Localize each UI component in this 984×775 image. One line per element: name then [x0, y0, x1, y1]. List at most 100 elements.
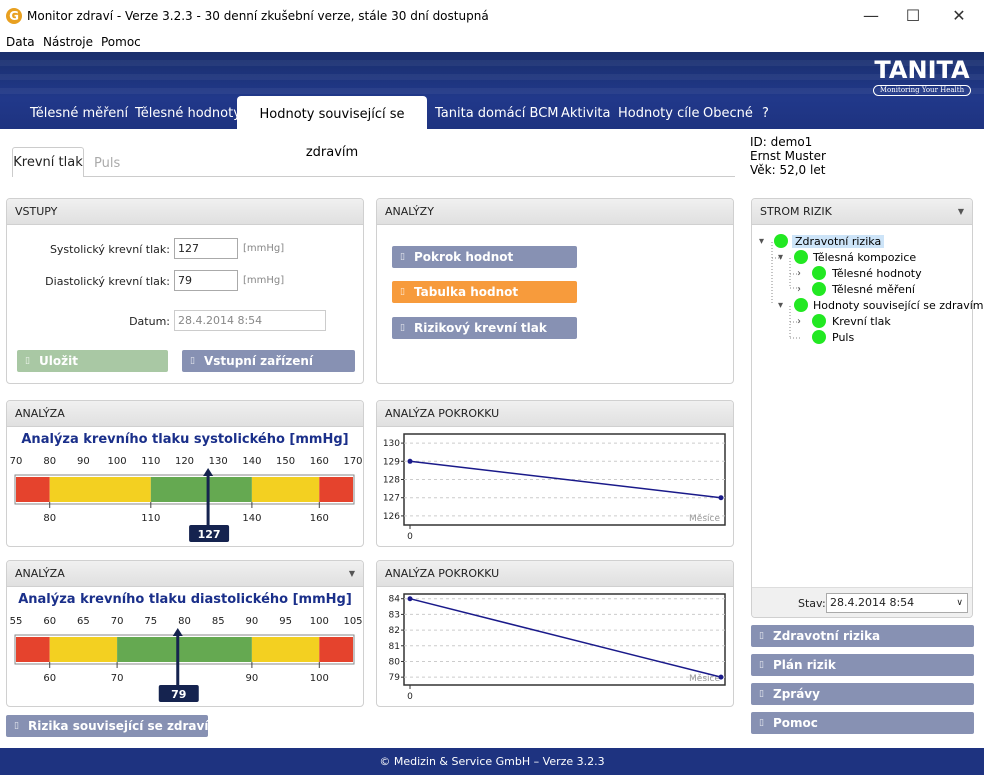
diastolic-top-tick: 90: [246, 616, 259, 627]
diastolic-input[interactable]: 79: [174, 270, 238, 291]
collapse-arrow-icon[interactable]: ▼: [348, 569, 355, 578]
diastolic-green-zone: [117, 637, 252, 662]
tree-collapse-icon[interactable]: ›: [797, 268, 801, 279]
systolic-top-tick: 110: [141, 456, 160, 467]
user-name: Ernst Muster: [750, 149, 826, 163]
inputs-panel-title: VSTUPY: [7, 199, 363, 225]
tree-collapse-icon[interactable]: ›: [797, 284, 801, 295]
tree-node-blood-pressure[interactable]: Krevní tlak: [832, 315, 891, 328]
systolic-top-tick: 170: [343, 456, 362, 467]
tab-health-values[interactable]: Hodnoty související se zdravím: [237, 96, 427, 160]
risks-icon: ▯: [14, 721, 19, 731]
systolic-gauge-title: Analýza krevního tlaku systolického [mmH…: [21, 432, 349, 447]
side-health-risks-button[interactable]: ▯ Zdravotní rizika: [751, 625, 974, 647]
menu-data[interactable]: Data: [6, 35, 35, 49]
diastolic-progress-y-tick: 82: [389, 626, 400, 636]
systolic-top-tick: 130: [209, 456, 228, 467]
systolic-analysis-title: ANALÝZA: [7, 401, 363, 427]
menu-tools[interactable]: Nástroje: [43, 35, 94, 49]
risk-plan-button[interactable]: ▯ Plán rizik: [751, 654, 974, 676]
tree-node-pulse[interactable]: Puls: [832, 331, 855, 344]
diastolic-bottom-tick: 90: [246, 673, 259, 684]
tree-node-body-composition[interactable]: Tělesná kompozice: [813, 251, 917, 264]
diastolic-yellow-zone: [49, 637, 118, 662]
diastolic-progress-y-tick: 83: [389, 610, 400, 620]
systolic-progress-data-point: [718, 495, 724, 501]
tab-home-bcm[interactable]: Tanita domácí BCM: [435, 106, 559, 121]
diastolic-progress-x-unit: Měsíce: [689, 674, 720, 684]
subtab-pulse[interactable]: Puls: [94, 156, 121, 171]
health-risks-button[interactable]: ▯ Rizika související se zdravím: [6, 715, 221, 737]
diastolic-analysis-title: ANALÝZA ▼: [7, 561, 363, 587]
tab-help[interactable]: ?: [762, 106, 769, 121]
tanita-tagline: Monitoring Your Health: [873, 85, 971, 96]
risk-status-icon: [812, 314, 826, 328]
plan-icon: ▯: [759, 660, 764, 670]
diastolic-yellow-zone: [251, 637, 320, 662]
systolic-top-tick: 100: [108, 456, 127, 467]
tab-body-values[interactable]: Tělesné hodnoty: [135, 106, 241, 121]
date-input[interactable]: 28.4.2014 8:54: [174, 310, 326, 331]
tree-expand-icon[interactable]: ▾: [759, 236, 765, 247]
tree-expand-icon[interactable]: ▾: [778, 252, 784, 263]
tab-body-measurement[interactable]: Tělesné měření: [30, 106, 129, 121]
systolic-top-tick: 140: [242, 456, 261, 467]
save-icon: ▯: [25, 356, 30, 366]
values-table-button[interactable]: ▯ Tabulka hodnot: [392, 281, 577, 303]
risk-status-icon: [794, 250, 808, 264]
minimize-button[interactable]: —: [863, 6, 879, 25]
tree-node-health-values[interactable]: Hodnoty související se zdravím: [813, 299, 984, 312]
systolic-yellow-zone: [251, 477, 320, 502]
risk-tree-lines: [771, 242, 800, 339]
title-bar: [0, 0, 984, 32]
risk-tree-title: STROM RIZIK ▼: [752, 199, 972, 225]
tree-menu-arrow-icon[interactable]: ▼: [957, 207, 964, 216]
systolic-progress-series-line: [409, 460, 722, 499]
diastolic-top-tick: 105: [343, 616, 362, 627]
systolic-progress-x-tick: 0: [407, 532, 413, 542]
close-button[interactable]: ✕: [952, 6, 966, 25]
tree-collapse-icon[interactable]: ›: [797, 316, 801, 327]
tree-expand-icon[interactable]: ▾: [778, 300, 784, 311]
menu-help[interactable]: Pomoc: [101, 35, 141, 49]
tab-activity[interactable]: Aktivita: [561, 106, 611, 121]
tanita-logo: TANITA: [874, 56, 970, 84]
tree-node-body-measurement[interactable]: Tělesné měření: [832, 283, 915, 296]
save-button[interactable]: ▯ Uložit: [17, 350, 168, 372]
reports-icon: ▯: [759, 689, 764, 699]
help-button[interactable]: ▯ Pomoc: [751, 712, 974, 734]
diastolic-top-tick: 65: [77, 616, 90, 627]
diastolic-label: Diastolický krevní tlak:: [45, 275, 170, 288]
systolic-red-zone: [319, 477, 353, 502]
systolic-progress-y-tick: 127: [383, 494, 400, 504]
maximize-button[interactable]: ☐: [905, 6, 921, 25]
systolic-progress-y-tick: 128: [383, 476, 400, 486]
diastolic-gauge: 55 60 65 70 75 80 85 90 95 100 105 60 70 90 100 79: [10, 616, 363, 702]
diastolic-top-tick: 95: [279, 616, 292, 627]
tree-node-body-values[interactable]: Tělesné hodnoty: [832, 267, 922, 280]
tab-general[interactable]: Obecné: [703, 106, 753, 121]
systolic-pointer-arrow-icon: [203, 468, 214, 476]
subtab-blood-pressure[interactable]: Krevní tlak: [12, 147, 84, 177]
diastolic-top-tick: 75: [144, 616, 157, 627]
help-icon: ▯: [759, 718, 764, 728]
systolic-top-tick: 120: [175, 456, 194, 467]
systolic-top-tick: 70: [10, 456, 23, 467]
tree-node-health-risks[interactable]: Zdravotní rizika: [792, 235, 885, 248]
tab-goal-values[interactable]: Hodnoty cíle: [618, 106, 700, 121]
systolic-input[interactable]: 127: [174, 238, 238, 259]
reports-button[interactable]: ▯ Zprávy: [751, 683, 974, 705]
progress-values-button[interactable]: ▯ Pokrok hodnot: [392, 246, 577, 268]
input-device-button[interactable]: ▯ Vstupní zařízení: [182, 350, 355, 372]
diastolic-progress-chart: 84 83 82 81 80 79 0 Měsíce: [389, 593, 726, 702]
systolic-gauge: 70 80 90 100 110 120 130 140 150 160 170 80 110 140 16…: [10, 456, 363, 542]
diastolic-progress-plot-area: [403, 593, 726, 686]
progress-icon: ▯: [400, 252, 405, 262]
risk-bp-button[interactable]: ▯ Rizikový krevní tlak: [392, 317, 577, 339]
app-icon: G: [6, 8, 22, 24]
systolic-value-badge: [189, 525, 230, 542]
diastolic-progress-data-point: [718, 674, 724, 680]
status-date-select[interactable]: 28.4.2014 8:54 ∨: [826, 593, 968, 613]
user-age: Věk: 52,0 let: [750, 163, 826, 177]
risk-tree-panel: STROM RIZIK ▼: [751, 198, 973, 618]
